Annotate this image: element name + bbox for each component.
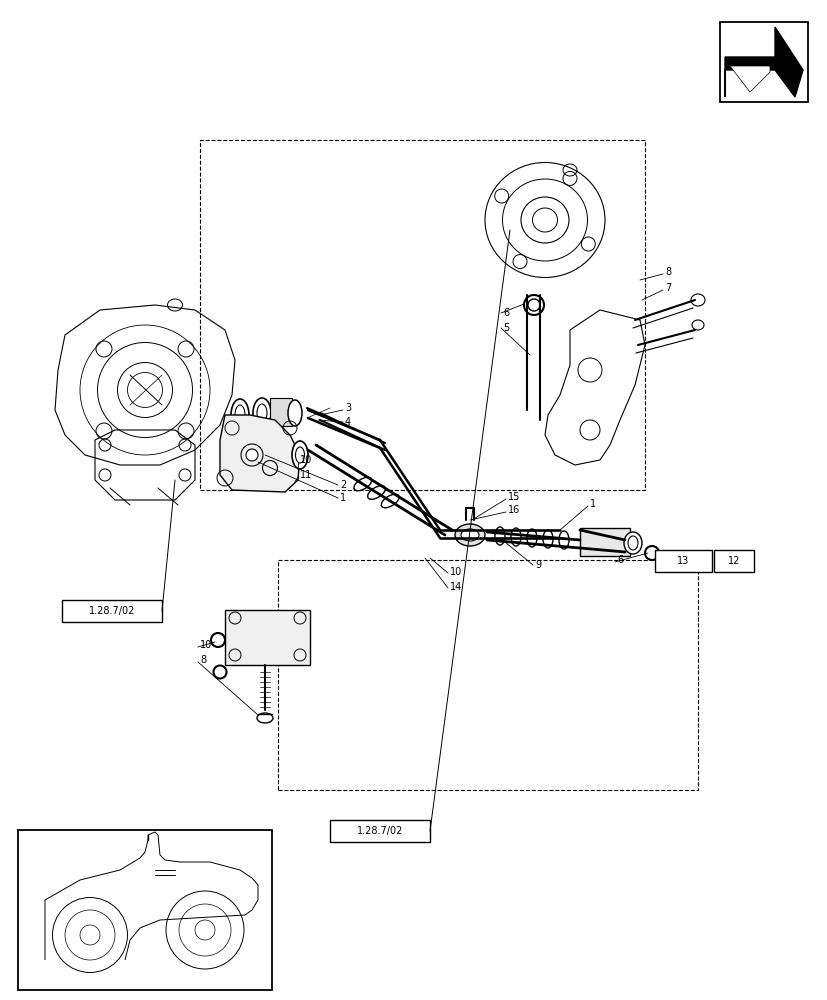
Text: 3: 3 bbox=[345, 403, 351, 413]
Polygon shape bbox=[729, 66, 769, 92]
Bar bbox=[225, 610, 309, 665]
Bar bbox=[654, 550, 711, 572]
Ellipse shape bbox=[495, 527, 504, 545]
Ellipse shape bbox=[246, 449, 258, 461]
Text: 14: 14 bbox=[449, 582, 461, 592]
Ellipse shape bbox=[624, 532, 641, 554]
Polygon shape bbox=[220, 415, 299, 492]
Bar bbox=[579, 528, 629, 556]
Text: 16: 16 bbox=[508, 505, 519, 515]
Text: 10: 10 bbox=[449, 567, 461, 577]
Text: 1.28.7/02: 1.28.7/02 bbox=[356, 826, 403, 836]
Bar bbox=[270, 398, 292, 426]
Text: 10: 10 bbox=[200, 640, 212, 650]
Text: 5: 5 bbox=[502, 323, 509, 333]
Text: 1: 1 bbox=[340, 493, 346, 503]
Ellipse shape bbox=[253, 398, 270, 428]
Ellipse shape bbox=[558, 531, 568, 549]
Polygon shape bbox=[724, 27, 802, 97]
Text: 7: 7 bbox=[664, 283, 671, 293]
Bar bbox=[278, 560, 697, 790]
Bar bbox=[330, 820, 429, 842]
Ellipse shape bbox=[455, 524, 485, 546]
Ellipse shape bbox=[461, 529, 479, 541]
Ellipse shape bbox=[510, 528, 520, 546]
Text: 9: 9 bbox=[534, 560, 541, 570]
Ellipse shape bbox=[381, 494, 399, 508]
Text: 6: 6 bbox=[616, 555, 623, 565]
Text: 8: 8 bbox=[664, 267, 671, 277]
Text: 2: 2 bbox=[340, 480, 346, 490]
Ellipse shape bbox=[528, 299, 539, 311]
Text: 6: 6 bbox=[502, 308, 509, 318]
Text: 11: 11 bbox=[299, 470, 312, 480]
Bar bbox=[719, 22, 807, 102]
Text: 15: 15 bbox=[508, 492, 519, 502]
Text: 13: 13 bbox=[676, 556, 689, 566]
Text: 8: 8 bbox=[200, 655, 206, 665]
Text: 1: 1 bbox=[590, 499, 595, 509]
Text: 10: 10 bbox=[299, 455, 312, 465]
Ellipse shape bbox=[231, 399, 249, 431]
Ellipse shape bbox=[526, 529, 537, 547]
Text: 12: 12 bbox=[727, 556, 739, 566]
Bar bbox=[200, 140, 644, 490]
Text: 1.28.7/02: 1.28.7/02 bbox=[88, 606, 135, 616]
Ellipse shape bbox=[543, 530, 552, 548]
Bar bbox=[713, 550, 753, 572]
Bar bbox=[18, 830, 272, 990]
Ellipse shape bbox=[353, 477, 371, 491]
Ellipse shape bbox=[288, 400, 302, 426]
Ellipse shape bbox=[367, 486, 385, 499]
Text: 4: 4 bbox=[345, 417, 351, 427]
Ellipse shape bbox=[292, 441, 308, 469]
Bar bbox=[62, 600, 162, 622]
